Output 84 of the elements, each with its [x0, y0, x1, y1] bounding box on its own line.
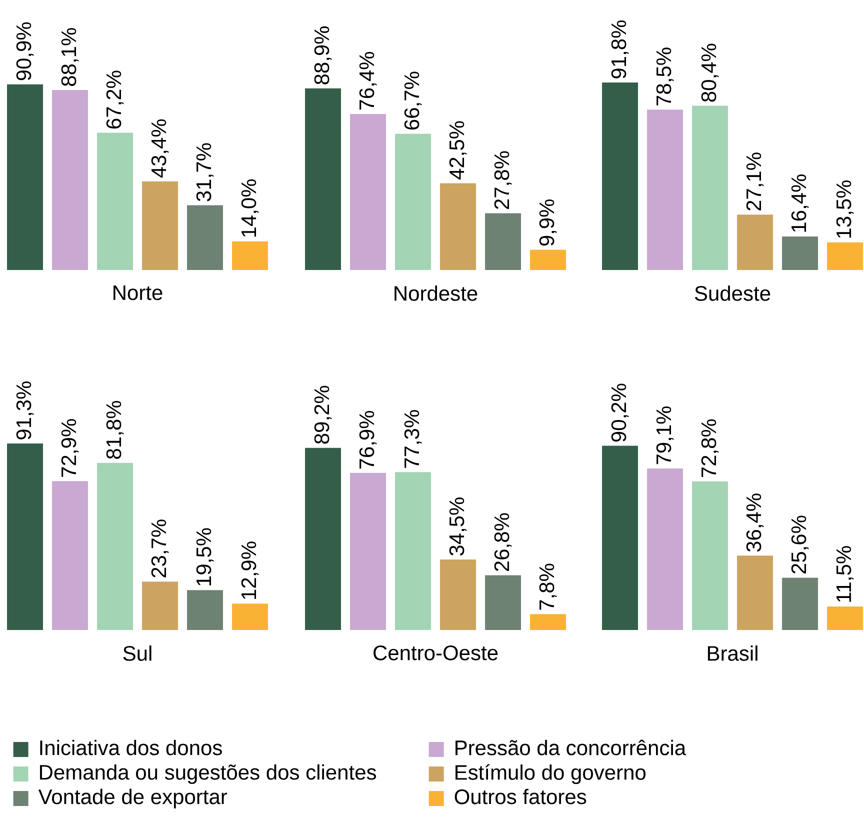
- bar: [827, 242, 864, 270]
- bar: [7, 444, 44, 630]
- bar: [440, 183, 476, 270]
- bar: [647, 110, 684, 270]
- x-axis-title: Nordeste: [394, 285, 478, 301]
- data-label: 66,7%: [404, 72, 422, 130]
- bar: [52, 481, 88, 630]
- data-label: 88,9%: [314, 26, 332, 84]
- data-label: 89,2%: [314, 386, 332, 444]
- data-label: 91,3%: [16, 382, 34, 440]
- legend-label: Pressão da concorrência: [456, 740, 686, 756]
- bar: [395, 472, 432, 630]
- data-label: 31,7%: [196, 143, 214, 202]
- legend-label: Outros fatores: [454, 788, 586, 804]
- data-label: 26,8%: [494, 513, 512, 572]
- bar: [52, 90, 88, 270]
- data-label: 42,5%: [449, 121, 467, 180]
- bar: [350, 472, 386, 630]
- data-label: 7,8%: [539, 564, 557, 610]
- data-label: 76,4%: [359, 52, 377, 110]
- bar: [692, 481, 728, 630]
- bar: [97, 462, 134, 630]
- data-label: 76,9%: [359, 410, 377, 469]
- data-label: 23,7%: [151, 520, 169, 578]
- bar: [395, 134, 432, 270]
- bar: [692, 106, 728, 270]
- data-label: 77,3%: [404, 410, 422, 468]
- bar: [602, 446, 638, 630]
- data-label: 11,5%: [836, 546, 854, 602]
- bar: [142, 582, 178, 630]
- x-axis-title: Norte: [114, 285, 162, 300]
- data-label: 27,1%: [746, 152, 764, 210]
- data-label: 9,9%: [539, 199, 557, 246]
- bar: [350, 114, 386, 270]
- data-label: 88,1%: [61, 28, 79, 86]
- legend-label: Iniciativa dos donos: [40, 740, 222, 756]
- data-label: 79,1%: [656, 406, 674, 464]
- bar: [187, 205, 224, 270]
- data-label: 78,5%: [656, 48, 674, 106]
- bar: [485, 575, 522, 630]
- data-label: 72,8%: [701, 419, 719, 478]
- data-label: 19,5%: [196, 528, 214, 586]
- bar: [232, 604, 268, 630]
- bar: [485, 213, 522, 270]
- bar: [440, 560, 476, 630]
- bar: [647, 468, 684, 630]
- bar: [782, 578, 818, 630]
- bar: [7, 84, 44, 270]
- bar: [827, 606, 864, 630]
- bar: [142, 181, 178, 270]
- bar: [232, 241, 268, 270]
- bar: [782, 236, 818, 270]
- data-label: 13,5%: [836, 180, 854, 238]
- data-label: 16,4%: [791, 174, 809, 232]
- bar: [97, 132, 134, 270]
- data-label: 43,4%: [151, 119, 169, 178]
- legend-label: Vontade de exportar: [38, 788, 228, 808]
- data-label: 90,2%: [611, 384, 629, 442]
- bar: [530, 250, 566, 270]
- x-axis-title: Sul: [123, 645, 152, 661]
- data-label: 91,8%: [611, 20, 629, 78]
- data-label: 90,9%: [16, 22, 34, 80]
- data-label: 81,8%: [106, 400, 124, 459]
- data-label: 72,9%: [61, 419, 79, 477]
- bar: [305, 448, 342, 630]
- x-axis-title: Sudeste: [694, 285, 770, 301]
- bar: [602, 82, 638, 270]
- legend-label: Demanda ou sugestões dos clientes: [40, 764, 376, 784]
- bar: [187, 590, 224, 630]
- bar: [530, 614, 566, 630]
- legend-label: Estímulo do governo: [456, 764, 646, 784]
- bar: [737, 556, 774, 630]
- data-label: 34,5%: [449, 498, 467, 556]
- bar: [305, 88, 342, 270]
- x-axis-title: Centro-Oeste: [374, 645, 498, 660]
- data-label: 67,2%: [106, 70, 124, 128]
- data-label: 14,0%: [241, 179, 259, 237]
- data-label: 80,4%: [701, 44, 719, 102]
- data-label: 25,6%: [791, 516, 809, 574]
- data-label: 36,4%: [746, 494, 764, 552]
- x-axis-title: Brasil: [708, 645, 758, 661]
- bar: [737, 214, 774, 270]
- data-label: 12,9%: [241, 542, 259, 599]
- data-label: 27,8%: [494, 151, 512, 209]
